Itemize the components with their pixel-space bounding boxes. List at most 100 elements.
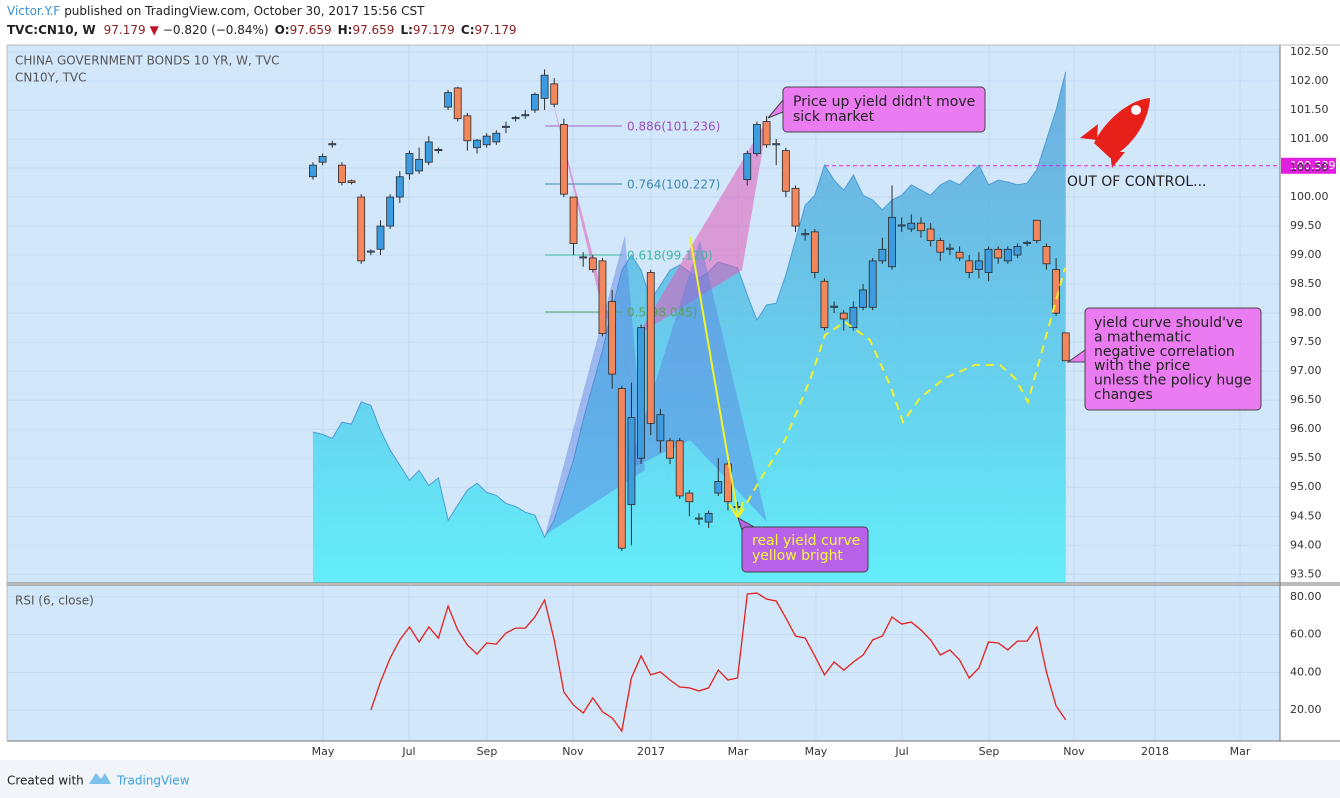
y-tick-label: 98.00 — [1290, 306, 1322, 319]
rsi-title: RSI (6, close) — [15, 594, 94, 608]
price-label: 100.539 — [1290, 159, 1336, 172]
candle-body — [1032, 219, 1041, 241]
candle-body — [791, 187, 800, 227]
candle-body — [540, 74, 549, 99]
ohlc-value: 97.659 — [352, 23, 394, 37]
published: published on TradingView.com, October 30… — [64, 4, 425, 18]
candle-body — [878, 248, 887, 262]
candle-body — [917, 222, 925, 232]
ohlc-label: C: — [461, 23, 475, 37]
candle-body — [415, 158, 424, 172]
candle-body — [849, 306, 858, 329]
change: −0.820 (−0.84%) — [163, 23, 269, 37]
candle-body — [598, 260, 607, 334]
candle-body — [753, 124, 761, 154]
callout-text: changes — [1094, 387, 1153, 403]
candle-body — [347, 180, 356, 183]
callout-text: real yield curve — [752, 533, 860, 549]
candle-body — [1003, 248, 1012, 262]
y-tick-label: 94.00 — [1290, 538, 1322, 551]
candle-body — [897, 224, 906, 227]
annotation: OUT OF CONTROL... — [1067, 174, 1207, 190]
header-line: Victor.Y.F published on TradingView.com, … — [7, 4, 425, 18]
ohlc-value: 97.179 — [475, 23, 517, 37]
callout-text: yield curve should've — [1094, 315, 1243, 331]
y-tick-label: 100.50 — [1290, 161, 1329, 174]
candle-body — [685, 492, 694, 503]
candle-body — [646, 272, 655, 424]
y-tick-label: 99.00 — [1290, 248, 1322, 261]
ohlc-value: 97.179 — [413, 23, 455, 37]
y-tick-label: 96.50 — [1290, 393, 1322, 406]
chart-title: CHINA GOVERNMENT BONDS 10 YR, W, TVC — [15, 54, 280, 68]
x-tick-label: Mar — [728, 745, 749, 758]
candle-body — [955, 251, 964, 259]
y-tick-label: 102.50 — [1290, 45, 1329, 58]
candle-body — [521, 114, 530, 117]
candle-body — [666, 440, 674, 459]
candle-body — [559, 124, 568, 195]
candle-body — [1042, 245, 1051, 265]
callout-text: yellow bright — [752, 548, 843, 564]
x-tick-label: 2017 — [637, 745, 665, 758]
candle-body — [820, 280, 829, 329]
candle-body — [994, 248, 1003, 259]
candle-body — [810, 231, 819, 273]
x-tick-label: Sep — [979, 745, 1000, 758]
callout-text: a mathematic — [1094, 329, 1192, 345]
rocket-fin — [1080, 124, 1125, 168]
callout-text: Price up yield didn't move — [793, 94, 975, 110]
y-tick-label: 94.50 — [1290, 509, 1322, 522]
y-tick-label: 99.50 — [1290, 219, 1322, 232]
symbol: TVC:CN10, W — [7, 23, 96, 37]
candle-body — [502, 125, 510, 128]
y-tick-label: 20.00 — [1290, 703, 1322, 716]
yield-curve-sketch — [739, 267, 1066, 516]
candle-body — [1023, 241, 1032, 244]
candle-body — [434, 149, 443, 152]
price-label-bg — [1281, 157, 1336, 174]
down-arrow: ▼ — [150, 23, 160, 37]
candle-body — [762, 121, 771, 146]
x-tick-label: Jul — [401, 745, 415, 758]
y-tick-label: 60.00 — [1290, 628, 1322, 641]
x-tick-label: Mar — [1230, 745, 1251, 758]
fib-label: 0.764(100.227) — [627, 178, 720, 192]
x-tick-label: Sep — [477, 745, 498, 758]
candle-body — [675, 440, 684, 497]
candle-body — [511, 117, 520, 120]
candle-body — [926, 228, 935, 241]
harmonic-pattern — [638, 118, 768, 335]
candle-body — [492, 132, 501, 143]
candle-body — [656, 414, 665, 442]
fib-label: 0.5(98.045) — [627, 306, 697, 320]
author: Victor.Y.F — [7, 4, 60, 18]
candle-body — [357, 196, 366, 262]
callout — [782, 86, 986, 133]
candle-body — [743, 153, 752, 181]
ohlc-value: 97.659 — [290, 23, 332, 37]
y-tick-label: 102.00 — [1290, 74, 1329, 87]
y-tick-label: 80.00 — [1290, 590, 1322, 603]
candle-body — [965, 260, 974, 273]
candle-body — [453, 87, 462, 120]
candle-body — [531, 93, 539, 111]
callout — [1084, 307, 1262, 411]
candle-body — [328, 143, 337, 146]
ohlc-label: H: — [338, 23, 353, 37]
candle-body — [984, 248, 993, 273]
candle-body — [608, 301, 617, 375]
footer-brand[interactable]: TradingView — [116, 774, 190, 788]
candle-body — [801, 233, 810, 236]
brand-logo — [89, 773, 111, 784]
candle-body — [888, 216, 896, 268]
y-tick-label: 95.50 — [1290, 451, 1322, 464]
candle-body — [859, 289, 867, 308]
candle-body — [309, 164, 317, 178]
y-tick-label: 40.00 — [1290, 665, 1322, 678]
fib-label: 0.618(99.120) — [627, 249, 713, 263]
candle-body — [617, 388, 626, 549]
x-tick-label: Jul — [894, 745, 908, 758]
candle-body — [424, 141, 433, 163]
